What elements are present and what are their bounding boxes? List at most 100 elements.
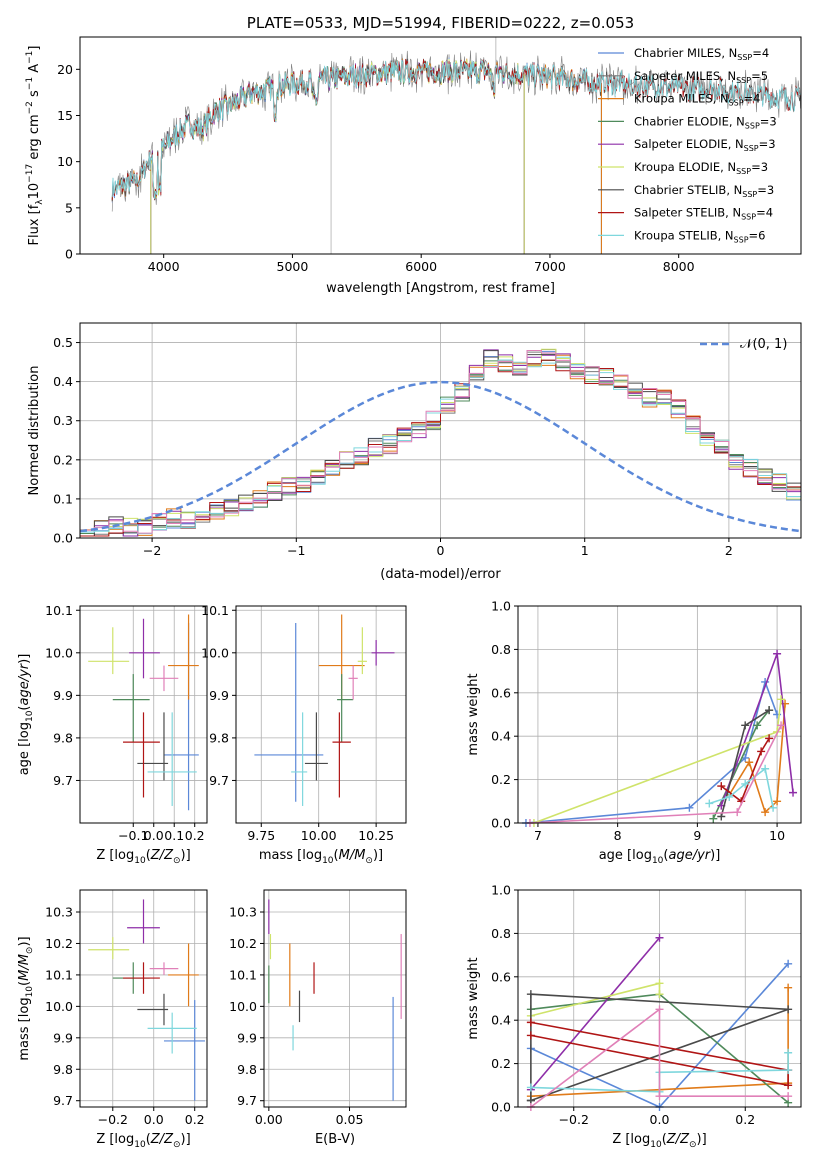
x-tick-label: 0.0 <box>144 828 164 843</box>
y-tick-label: 0.5 <box>53 335 73 350</box>
errorbars <box>254 614 395 806</box>
errorbar-point <box>163 1000 205 1101</box>
legend-entry: Kroupa ELODIE, NSSP=3 <box>634 160 768 176</box>
x-tick-label: −2 <box>143 543 161 558</box>
panel-mass_vs_ebv: 0.00 0.05 9.7 9.8 9.9 10.0 10.1 10.2 10.3 E(B-V) <box>229 889 407 1147</box>
data-point-marker <box>777 695 786 704</box>
y-tick-label: 15 <box>57 108 73 123</box>
errorbar-point <box>149 665 179 692</box>
errorbar-point <box>88 937 130 960</box>
y-tick-label: 0.4 <box>491 1013 511 1028</box>
data-point-marker <box>526 990 535 999</box>
histogram-bars <box>80 348 801 538</box>
y-tick-label: 0.2 <box>491 772 511 787</box>
x-tick-label: 0.2 <box>185 828 205 843</box>
data-point-marker <box>733 808 742 817</box>
x-tick-label: 8000 <box>663 259 695 274</box>
errorbar-point <box>147 1012 197 1054</box>
x-tick-label: −1 <box>287 543 305 558</box>
y-tick-label: 9.8 <box>53 1062 73 1077</box>
data-point-marker <box>765 706 774 715</box>
x-tick-label: 0.00 <box>255 1112 283 1127</box>
data-point-marker <box>777 721 786 730</box>
x-axis-label: wavelength [Angstrom, rest frame] <box>326 281 555 296</box>
plot-frame <box>79 889 208 1108</box>
errorbar-point <box>371 640 395 666</box>
legend-entry: Chabrier MILES, NSSP=4 <box>634 46 769 62</box>
data-point-marker <box>655 979 664 988</box>
data-point-marker <box>655 1005 664 1014</box>
panel-age_vs_mass: 9.75 10.00 10.25 9.7 9.8 9.9 10.0 10.1 mass [log… <box>201 603 407 866</box>
y-tick-label: 0.0 <box>491 1100 511 1115</box>
y-tick-label: 10.1 <box>229 967 257 982</box>
figure-root: 4000 5000 6000 7000 800005101520PLATE=0533, … <box>17 14 802 1150</box>
y-tick-label: 9.9 <box>209 688 229 703</box>
data-point-marker <box>709 814 718 823</box>
errorbar-point <box>149 962 179 975</box>
y-tick-label: 9.7 <box>209 773 229 788</box>
errorbar-point <box>112 674 150 743</box>
normal-curve <box>80 380 801 533</box>
y-tick-label: 0 <box>65 247 73 262</box>
panel-residuals: −2 −1 0 1 2 0.0 0.1 0.2 0.3 0.4 0.5 (data-model)/er… <box>27 322 802 582</box>
errorbar-point <box>291 712 308 806</box>
errorbar-point <box>332 712 351 798</box>
data-point-marker <box>784 959 793 968</box>
data-point-marker <box>655 1092 664 1101</box>
errorbar-point <box>123 962 160 994</box>
y-tick-label: 10.0 <box>45 645 73 660</box>
data-point-marker <box>655 990 664 999</box>
x-tick-label: 0.0 <box>144 1112 164 1127</box>
errorbars <box>88 899 205 1101</box>
x-tick-label: 7000 <box>534 259 566 274</box>
x-tick-label: −0.2 <box>98 1112 128 1127</box>
data-point-marker <box>784 983 793 992</box>
data-point-marker <box>705 799 714 808</box>
data-point-marker <box>741 779 750 788</box>
y-tick-label: 1.0 <box>491 883 511 898</box>
data-point-marker <box>753 721 762 730</box>
x-tick-label: −0.2 <box>559 1112 589 1127</box>
y-tick-label: 0.6 <box>491 685 511 700</box>
data-point-marker <box>784 1092 793 1101</box>
y-tick-label: 5 <box>65 200 73 215</box>
x-tick-label: 0.1 <box>164 828 184 843</box>
errorbar-point <box>254 623 324 802</box>
plot-frame <box>517 889 802 1108</box>
series-line <box>529 724 782 824</box>
plot-frame <box>79 605 208 824</box>
y-tick-label: 10 <box>57 154 73 169</box>
data-point-marker <box>757 747 766 756</box>
data-point-marker <box>773 797 782 806</box>
x-tick-label: 7 <box>534 828 542 843</box>
y-tick-label: 0.4 <box>53 374 73 389</box>
legend-entry: Kroupa MILES, NSSP=4 <box>634 92 760 108</box>
series-line <box>530 937 661 1091</box>
legend-entry: Salpeter STELIB, NSSP=4 <box>634 206 773 222</box>
errorbar-point <box>304 712 328 781</box>
x-axis-label: Z [log10(Z/Z⊙)] <box>96 848 190 866</box>
errorbar-point <box>348 665 358 700</box>
errorbar-point <box>337 674 354 743</box>
x-tick-label: 10.00 <box>301 828 337 843</box>
model-spectrum-line <box>111 59 801 200</box>
errorbar-point <box>88 627 130 675</box>
x-tick-label: 9.75 <box>247 828 275 843</box>
y-axis-label: mass weight <box>466 673 481 755</box>
y-tick-label: 0.4 <box>491 729 511 744</box>
y-tick-label: 10.2 <box>229 936 257 951</box>
y-tick-label: 9.9 <box>53 1030 73 1045</box>
lines <box>521 649 798 827</box>
series-chabrier-stelib <box>717 706 774 821</box>
data-point-marker <box>761 764 770 773</box>
x-tick-label: 10 <box>769 828 785 843</box>
panel-spectrum: 4000 5000 6000 7000 8000 0 5 10 15 20 PLATE=0533, … <box>25 14 802 296</box>
y-tick-label: 0.0 <box>491 816 511 831</box>
errorbars <box>88 614 199 811</box>
plot-frame <box>79 322 802 539</box>
errorbar-point <box>168 614 199 700</box>
y-tick-label: 0.1 <box>53 491 73 506</box>
data-point-marker <box>769 803 778 812</box>
x-tick-label: 4000 <box>148 259 180 274</box>
panel-massweight_vs_age: 7 8 9 10 0.0 0.2 0.4 0.6 0.8 1.0 mass weight age [l… <box>466 599 802 866</box>
